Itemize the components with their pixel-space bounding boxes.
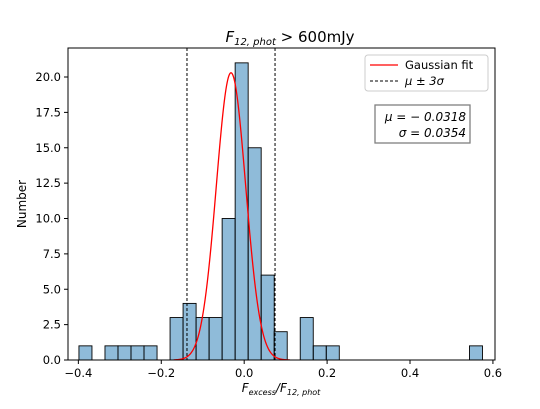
histogram-bar xyxy=(130,345,145,361)
histogram-bar xyxy=(299,317,314,361)
gaussian-fit-curve xyxy=(173,72,290,361)
stats-box-frame xyxy=(374,104,471,144)
x-tick-label: 0.4 xyxy=(401,366,419,380)
y-tick-label: 7.5 xyxy=(43,247,61,261)
histogram-bar xyxy=(234,62,249,361)
histogram-bar xyxy=(117,345,132,361)
legend-sigma-label: μ ± 3σ xyxy=(404,74,445,88)
x-tick-label: −0.4 xyxy=(64,366,92,380)
stats-box: μ = − 0.0318 σ = 0.0354 xyxy=(374,104,471,144)
y-axis-label: Number xyxy=(15,180,29,228)
x-axis-ticks: −0.4 −0.2 0.0 0.2 0.4 0.6 xyxy=(64,360,502,380)
y-tick-label: 12.5 xyxy=(35,176,61,190)
plot-frame xyxy=(67,47,496,361)
histogram-bar xyxy=(273,331,288,361)
legend: Gaussian fit μ ± 3σ xyxy=(364,54,489,92)
histogram-bar xyxy=(169,317,184,361)
y-tick-label: 10.0 xyxy=(35,212,61,226)
y-tick-label: 15.0 xyxy=(35,141,61,155)
histogram-bar xyxy=(104,345,119,361)
histogram-bar xyxy=(221,218,236,361)
histogram-bar xyxy=(312,345,327,361)
x-tick-label: 0.6 xyxy=(484,366,502,380)
histogram-bar xyxy=(182,302,197,361)
y-axis-ticks: 0.0 2.5 5.0 7.5 10.0 12.5 15.0 17.5 20.0 xyxy=(35,70,68,367)
x-tick-label: −0.2 xyxy=(147,366,175,380)
sigma-lines xyxy=(186,48,276,360)
y-tick-label: 5.0 xyxy=(43,282,61,296)
legend-gaussian-label: Gaussian fit xyxy=(405,58,474,72)
y-tick-label: 0.0 xyxy=(43,353,61,367)
chart-title: F12, phot > 600mJy xyxy=(225,28,354,48)
y-tick-label: 2.5 xyxy=(43,318,61,332)
x-tick-label: 0.0 xyxy=(235,366,253,380)
x-axis-label: Fexcess/F12, phot xyxy=(242,381,321,397)
y-tick-label: 20.0 xyxy=(35,70,61,84)
x-tick-label: 0.2 xyxy=(318,366,336,380)
histogram-bar xyxy=(143,345,158,361)
histogram-bar xyxy=(325,345,340,361)
gaussian-fit-group xyxy=(173,72,290,361)
stats-sigma: σ = 0.0354 xyxy=(399,126,466,140)
legend-box xyxy=(364,54,489,92)
y-tick-label: 17.5 xyxy=(35,105,61,119)
histogram-bar xyxy=(247,147,262,361)
histogram-bar xyxy=(78,345,93,361)
histogram-bar xyxy=(208,317,223,361)
histogram-bar xyxy=(469,345,483,361)
stats-mu: μ = − 0.0318 xyxy=(384,110,467,124)
